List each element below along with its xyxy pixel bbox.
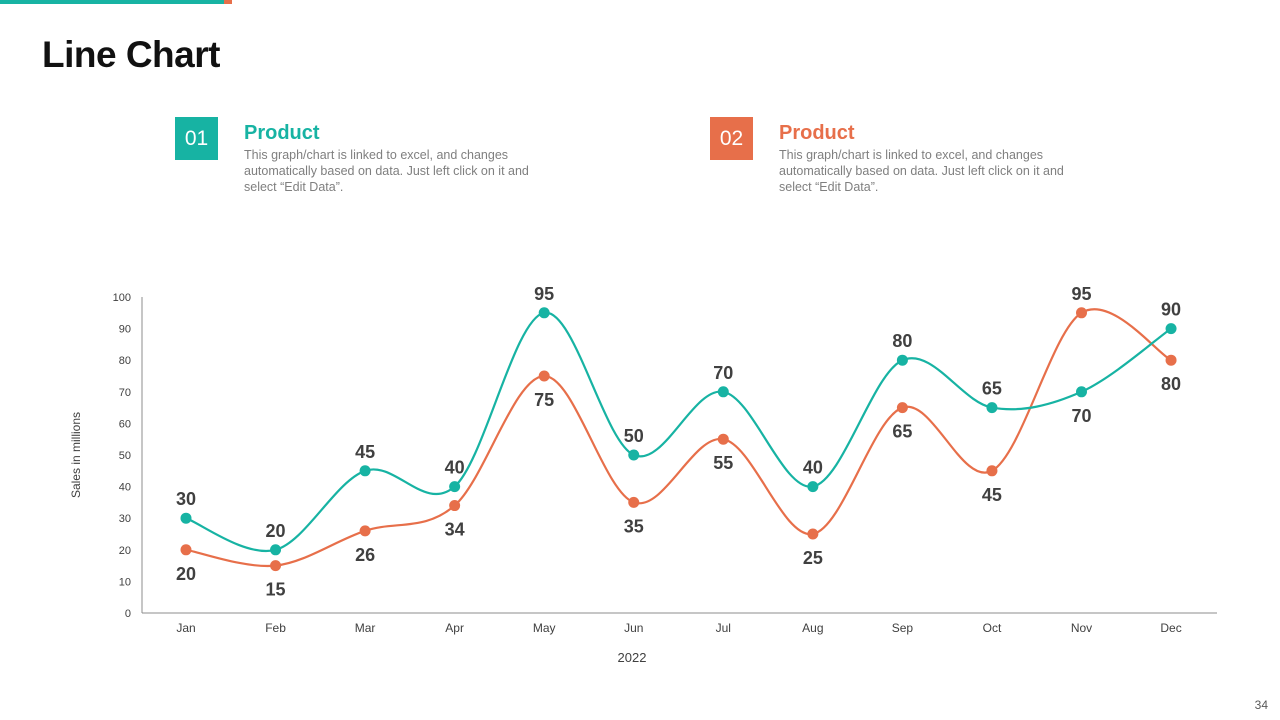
- series-2-point: [628, 496, 640, 508]
- y-tick-label: 60: [119, 418, 131, 430]
- top-accent-orange: [224, 0, 232, 4]
- y-axis-title: Sales in millions: [69, 412, 83, 498]
- legend-card-product-02: 02 Product This graph/chart is linked to…: [710, 117, 1130, 207]
- y-tick-label: 70: [119, 387, 131, 399]
- x-tick-label: Apr: [445, 621, 464, 635]
- series-1-data-label: 50: [624, 426, 644, 446]
- series-1-point: [270, 544, 282, 556]
- series-line-2: [185, 308, 1172, 568]
- legend-card-product-01: 01 Product This graph/chart is linked to…: [175, 117, 595, 207]
- x-tick-label: Nov: [1071, 621, 1092, 635]
- x-tick-label: Jun: [624, 621, 643, 635]
- x-axis-title: 2022: [618, 650, 647, 665]
- series-1-data-label: 95: [534, 284, 554, 304]
- series-1-point: [1165, 323, 1177, 335]
- series-1-data-label: 30: [176, 489, 196, 509]
- legend-number-badge: 02: [710, 117, 753, 160]
- series-2-data-label: 26: [355, 545, 375, 565]
- top-accent-teal: [0, 0, 224, 4]
- x-tick-label: Mar: [355, 621, 376, 635]
- series-1-point: [180, 512, 192, 524]
- series-2-data-label: 95: [1071, 284, 1091, 304]
- series-2-data-label: 75: [534, 390, 554, 410]
- legend-description: This graph/chart is linked to excel, and…: [779, 148, 1064, 194]
- y-tick-label: 10: [119, 576, 131, 588]
- x-tick-label: Dec: [1160, 621, 1181, 635]
- series-2-point: [1165, 354, 1177, 366]
- series-1-data-label: 90: [1161, 300, 1181, 320]
- series-1-point: [1076, 386, 1087, 398]
- series-2-data-label: 35: [624, 516, 644, 536]
- series-2-data-label: 25: [803, 548, 823, 568]
- y-tick-label: 0: [125, 608, 131, 620]
- x-tick-label: Oct: [983, 621, 1002, 635]
- series-1-point: [986, 402, 998, 414]
- series-1-point: [359, 465, 371, 477]
- series-2-data-label: 65: [892, 422, 912, 442]
- series-1-point: [807, 481, 819, 493]
- series-2-point: [180, 544, 192, 556]
- series-1-data-label: 65: [982, 379, 1002, 399]
- legend-number-badge: 01: [175, 117, 218, 160]
- series-2-point: [449, 500, 461, 512]
- series-2-point: [986, 465, 998, 477]
- series-1-point: [628, 449, 640, 461]
- series-2-data-label: 34: [445, 520, 465, 540]
- y-tick-label: 80: [119, 355, 131, 367]
- series-2-point: [270, 560, 282, 572]
- x-tick-label: Aug: [802, 621, 823, 635]
- series-2-point: [896, 402, 908, 414]
- series-1-point: [717, 386, 729, 398]
- legend-description: This graph/chart is linked to excel, and…: [244, 148, 529, 194]
- page-number: 34: [1254, 698, 1268, 712]
- series-2-data-label: 80: [1161, 374, 1181, 394]
- series-2-data-label: 45: [982, 485, 1002, 505]
- x-tick-label: Sep: [892, 621, 914, 635]
- x-tick-label: Jan: [176, 621, 195, 635]
- series-2-data-label: 20: [176, 564, 196, 584]
- series-line-1: [185, 311, 1172, 553]
- series-1-data-label: 80: [892, 331, 912, 351]
- legend-title: Product: [779, 122, 855, 144]
- series-2-point: [538, 370, 550, 382]
- y-tick-label: 90: [119, 324, 131, 336]
- series-2-point: [717, 433, 729, 445]
- y-tick-label: 20: [119, 545, 131, 557]
- y-tick-label: 40: [119, 482, 131, 494]
- series-2-point: [1076, 307, 1087, 319]
- series-1-data-label: 40: [445, 458, 465, 478]
- series-2-point: [359, 525, 371, 537]
- y-tick-label: 30: [119, 513, 131, 525]
- page-title: Line Chart: [42, 34, 220, 75]
- series-1-point: [538, 307, 550, 319]
- x-tick-label: May: [533, 621, 556, 635]
- legend-title: Product: [244, 122, 320, 144]
- series-2-data-label: 55: [713, 453, 733, 473]
- x-tick-label: Jul: [716, 621, 731, 635]
- series-1-data-label: 70: [713, 363, 733, 383]
- series-1-data-label: 40: [803, 458, 823, 478]
- series-2-point: [807, 528, 819, 540]
- x-tick-label: Feb: [265, 621, 286, 635]
- series-1-data-label: 70: [1071, 406, 1091, 426]
- series-1-point: [896, 354, 908, 366]
- series-1-data-label: 20: [266, 521, 286, 541]
- series-2-data-label: 15: [266, 580, 286, 600]
- series-1-data-label: 45: [355, 442, 375, 462]
- y-tick-label: 50: [119, 450, 131, 462]
- series-1-point: [449, 481, 461, 493]
- y-tick-label: 100: [113, 292, 131, 304]
